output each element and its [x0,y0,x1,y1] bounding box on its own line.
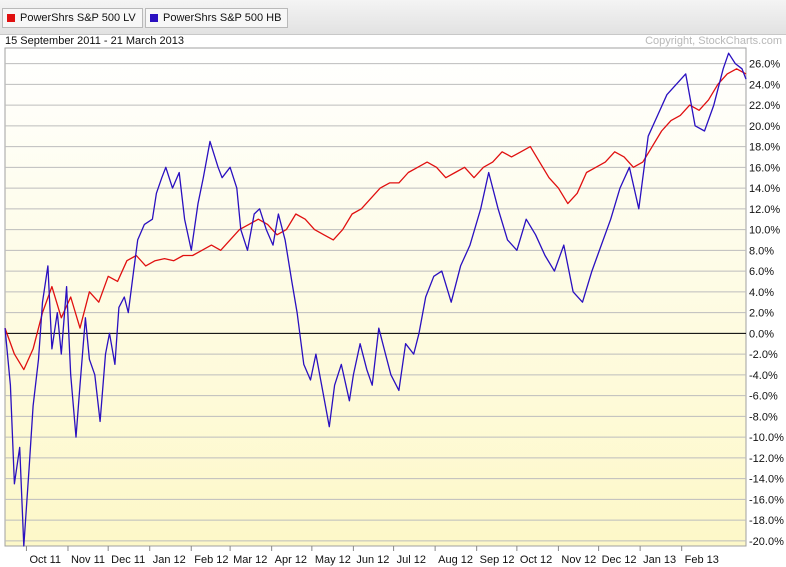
series-group [4,52,747,547]
x-tick-label: Jul 12 [397,554,426,566]
x-tick-label: May 12 [315,554,351,566]
y-tick-label: -14.0% [749,474,784,486]
y-tick-label: 14.0% [749,183,780,195]
plot-area [4,47,747,547]
x-tick-label: Nov 11 [71,554,105,566]
series-line-lv [4,68,747,371]
y-tick-label: -18.0% [749,515,784,527]
y-tick-label: 8.0% [749,245,774,257]
y-tick-label: 22.0% [749,100,780,112]
x-tick-label: Apr 12 [275,554,307,566]
y-tick-label: 18.0% [749,142,780,154]
y-tick-label: 20.0% [749,121,780,133]
y-tick-label: 16.0% [749,162,780,174]
y-tick-label: -2.0% [749,349,778,361]
legend-label-hb: PowerShrs S&P 500 HB [163,12,282,24]
x-tick-label: Jun 12 [356,554,389,566]
y-tick-label: -8.0% [749,411,778,423]
y-tick-label: 0.0% [749,328,774,340]
y-tick-label: 24.0% [749,79,780,91]
y-tick-label: 4.0% [749,287,774,299]
legend-item-lv[interactable]: PowerShrs S&P 500 LV [2,8,143,28]
x-tick-label: Sep 12 [480,554,515,566]
x-tick-label: Feb 12 [194,554,228,566]
date-range-label: 15 September 2011 - 21 March 2013 [5,35,184,47]
y-tick-label: 26.0% [749,59,780,71]
y-tick-label: -10.0% [749,432,784,444]
legend-bar: PowerShrs S&P 500 LV PowerShrs S&P 500 H… [0,0,786,35]
x-tick-label: Mar 12 [233,554,267,566]
legend-swatch-lv [7,14,15,22]
x-tick-label: Jan 12 [153,554,186,566]
x-tick-label: Dec 11 [111,554,145,566]
y-tick-label: -20.0% [749,536,784,548]
series-line-hb [4,52,747,547]
x-tick-label: Nov 12 [561,554,596,566]
x-tick-label: Oct 11 [29,554,61,566]
y-tick-label: -4.0% [749,370,778,382]
x-tick-label: Feb 13 [685,554,719,566]
x-tick-label: Jan 13 [643,554,676,566]
x-tick-label: Oct 12 [520,554,552,566]
x-tick-label: Dec 12 [602,554,637,566]
copyright-label: Copyright, StockCharts.com [645,35,782,47]
x-axis: Oct 11 Nov 11 Dec 11 Jan 12 Feb 12 Mar 12 Apr … [25,546,719,566]
legend-swatch-hb [150,14,158,22]
y-tick-label: 2.0% [749,308,774,320]
y-tick-label: -16.0% [749,494,784,506]
legend-item-hb[interactable]: PowerShrs S&P 500 HB [145,8,289,28]
y-tick-label: 12.0% [749,204,780,216]
y-tick-label: 10.0% [749,225,780,237]
legend-label-lv: PowerShrs S&P 500 LV [20,12,136,24]
x-tick-label: Aug 12 [438,554,473,566]
y-tick-label: -6.0% [749,391,778,403]
y-tick-label: 6.0% [749,266,774,278]
y-axis: 26.0% 24.0% 22.0% 20.0% 18.0% 16.0% 14.0% 12.0%… [749,59,784,548]
y-tick-label: -12.0% [749,453,784,465]
